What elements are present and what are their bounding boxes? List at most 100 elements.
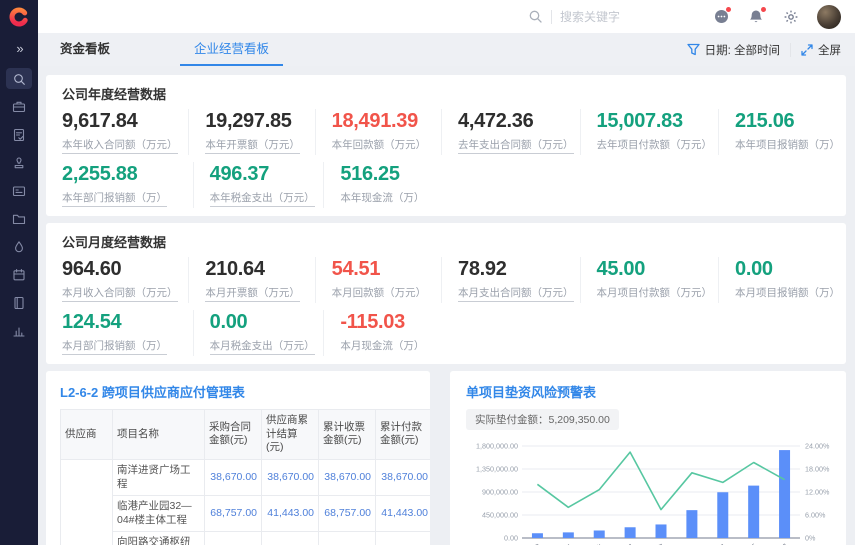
amount-cell[interactable]: 41,443.00 [375,495,430,533]
metric-value: 0.00 [209,311,248,333]
chart-bar[interactable] [717,492,729,538]
notification-dot [726,6,731,12]
project-name-cell: 向阳路交通枢纽商业办公项目 [112,531,205,545]
table-row: 向阳路交通枢纽商业办公项目13,290.2913,290.2913,290.29… [61,531,430,545]
chart-bar[interactable] [593,530,605,538]
sidebar-item-search[interactable] [6,68,32,89]
metric-value: 18,491.39 [331,110,419,132]
amount-cell[interactable]: 41,443.00 [261,495,319,533]
id-card-icon [12,185,26,196]
chart-bar[interactable] [655,524,667,538]
fullscreen-label: 全屏 [818,44,841,57]
sidebar-item-document-check[interactable] [6,124,32,145]
left-axis-tick: 1,350,000.00 [476,465,518,474]
risk-warning-chart-card: 单项目垫资风险预警表 实际垫付金额：5,209,350.00 0.00 450,0… [450,371,846,545]
amount-cell[interactable]: 13,290.29 [318,531,376,545]
sidebar-item-briefcase[interactable] [6,96,32,117]
tab-enterprise-dashboard[interactable]: 企业经营看板 [180,33,284,66]
metric-label[interactable]: 本年开票额（万元） [205,137,300,154]
date-filter[interactable]: 日期: 全部时间 [686,42,780,58]
metric-label[interactable]: 本年税金支出（万元） [209,190,315,207]
section-title: 公司月度经营数据 [62,235,167,250]
metric-label[interactable]: 本月开票额（万元） [205,285,300,302]
sidebar-item-calendar[interactable] [6,264,32,285]
sidebar-item-folder[interactable] [6,208,32,229]
section-title: 公司年度经营数据 [62,87,167,102]
divider [790,42,791,57]
chart-line [536,451,785,511]
metric-label[interactable]: 本年收入合同额（万元） [62,137,178,154]
metric-value: 124.54 [62,311,122,333]
metric-label: 本年回款额（万元） [331,139,427,151]
monthly-metrics-row-2: 124.54 本月部门报销额（万） 0.00 本月税金支出（万元） -115.03 本月现… [62,310,846,356]
chart-bar[interactable] [779,450,791,538]
notification-dot [761,6,766,12]
metric-label[interactable]: 去年支出合同额（万元） [458,137,574,154]
metric-value: 215.06 [735,110,795,132]
amount-cell[interactable]: 38,670.00 [318,458,376,497]
sidebar-item-notebook[interactable] [6,292,32,313]
monthly-data-card: 公司月度经营数据 964.60 本月收入合同额（万元） 210.64 本月开票额（万元… [46,223,846,364]
sidebar-item-droplet[interactable] [6,236,32,257]
user-avatar[interactable] [817,4,841,29]
right-axis-tick: 18.00% [805,465,830,474]
amount-cell[interactable]: 38,670.00 [204,458,262,497]
metric-label[interactable]: 本年部门报销额（万） [62,190,167,207]
app-logo[interactable] [0,0,38,34]
amount-cell[interactable]: 13,290.29 [204,531,262,545]
fullscreen-icon [801,43,813,56]
metric-value: 15,007.83 [596,110,684,132]
metric-value: 0.00 [735,258,773,280]
right-axis-tick: 12.00% [805,488,830,497]
metric: -115.03 本月现金流（万） [323,310,454,356]
metric-label[interactable]: 本月支出合同额（万元） [458,285,574,302]
notebook-icon [14,296,24,309]
amount-cell[interactable]: 38,670.00 [261,458,319,497]
chart-bar[interactable] [686,510,698,538]
metric: 0.00 本月税金支出（万元） [192,310,324,356]
amount-cell[interactable]: 68,757.00 [318,495,376,533]
bell-icon[interactable] [747,6,766,26]
sidebar-collapse-toggle[interactable]: » [16,41,23,56]
chart-bar[interactable] [531,533,543,538]
metric-value: 2,255.88 [62,163,138,185]
amount-cell[interactable]: 13,290.29 [261,531,319,545]
sidebar-item-stamp[interactable] [6,152,32,173]
risk-chart-svg: 0.00 450,000.00 900,000.00 1,350,000.00 1,80… [476,442,830,545]
metric-label: 本月现金流（万） [340,340,425,352]
droplet-icon [15,240,23,252]
date-filter-label: 日期: 全部时间 [704,44,780,57]
messages-icon[interactable] [712,6,731,26]
sidebar-item-id-card[interactable] [6,180,32,201]
right-axis-tick: 0% [805,534,816,543]
metric-value: 54.51 [331,258,381,280]
sidebar-nav [6,68,32,341]
metric: 9,617.84 本年收入合同额（万元） [62,109,188,155]
metric-value: 496.37 [209,163,270,185]
amount-cell[interactable]: 38,670.00 [375,458,430,497]
table-row: 西安云峰建材有限公司南洋进贤广场工程38,670.0038,670.0038,6… [60,458,430,545]
metric-label[interactable]: 本月收入合同额（万元） [62,285,178,302]
main-area: 资金看板 企业经营看板 日期: 全部时间 全屏 公司 [38,0,855,545]
tab-funds-dashboard[interactable]: 资金看板 [60,42,111,56]
chart-bar[interactable] [748,485,760,538]
sidebar-item-chart-bars[interactable] [6,320,32,341]
metric-value: 964.60 [62,258,122,280]
metric-label[interactable]: 本月部门报销额（万） [62,338,167,355]
chart-bar[interactable] [624,527,636,538]
metric-label: 本月回款额（万元） [331,287,427,299]
metric-label[interactable]: 本月税金支出（万元） [209,338,315,355]
amount-cell[interactable]: 68,757.00 [204,495,262,533]
metric-value: 4,472.36 [458,110,534,132]
metric-value: 78.92 [458,258,507,280]
search-input[interactable] [560,9,660,24]
payment-risk-chart: 0.00 450,000.00 900,000.00 1,350,000.00 1,80… [466,436,830,545]
actual-advance-amount-badge: 实际垫付金额：5,209,350.00 [466,409,619,430]
metric: 4,472.36 去年支出合同额（万元） [441,109,580,155]
settings-gear-icon[interactable] [782,8,800,26]
fullscreen-button[interactable]: 全屏 [801,42,841,58]
amount-cell[interactable]: 13,290.29 [375,531,430,545]
search-icon[interactable] [528,9,543,24]
chart-bar[interactable] [562,532,574,538]
